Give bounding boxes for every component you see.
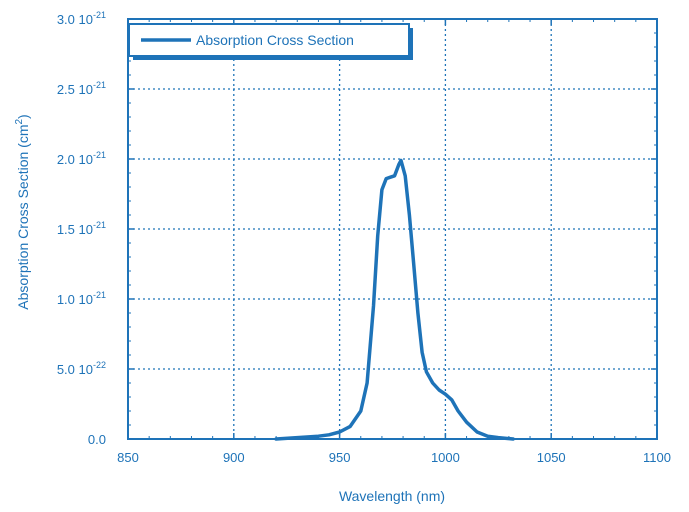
x-tick-label: 1100 (643, 450, 671, 465)
y-tick-mantissa: 1.5 10 (57, 222, 93, 237)
y-tick-label: 2.5 10-21 (57, 80, 106, 97)
x-axis-ticks: 850 900 950 1000 1050 1100 (117, 19, 671, 465)
x-axis-label: Wavelength (nm) (339, 488, 445, 504)
y-tick-label: 0.0 (88, 432, 106, 447)
x-tick-label: 1000 (431, 450, 460, 465)
y-tick-label: 5.0 10-22 (57, 360, 106, 377)
minor-ticks (128, 19, 657, 439)
y-tick-exponent: -21 (93, 290, 106, 300)
x-tick-label: 850 (117, 450, 139, 465)
x-tick-label: 900 (223, 450, 245, 465)
legend-label: Absorption Cross Section (196, 32, 354, 48)
y-tick-mantissa: 5.0 10 (57, 362, 93, 377)
y-tick-exponent: -21 (93, 150, 106, 160)
y-axis-label-tail: ) (15, 114, 31, 119)
y-tick-label: 2.0 10-21 (57, 150, 106, 167)
y-tick-exponent: -21 (93, 80, 106, 90)
y-tick-mantissa: 2.0 10 (57, 152, 93, 167)
series-line (274, 158, 515, 441)
series-layer (274, 158, 515, 441)
y-tick-exponent: -21 (93, 10, 106, 20)
y-axis-label-text: Absorption Cross Section (cm (15, 125, 31, 310)
y-axis-label-sup: 2 (14, 119, 25, 125)
y-tick-mantissa: 1.0 10 (57, 292, 93, 307)
grid-lines (128, 19, 657, 439)
y-axis-ticks: 0.05.0 10-221.0 10-211.5 10-212.0 10-212… (57, 10, 657, 447)
plot-frame (127, 18, 658, 440)
legend: Absorption Cross Section (128, 23, 413, 60)
y-tick-exponent: -21 (93, 220, 106, 230)
x-tick-label: 950 (329, 450, 351, 465)
y-tick-exponent: -22 (93, 360, 106, 370)
y-tick-mantissa: 0.0 (88, 432, 106, 447)
y-tick-label: 1.0 10-21 (57, 290, 106, 307)
y-tick-label: 1.5 10-21 (57, 220, 106, 237)
y-tick-mantissa: 2.5 10 (57, 82, 93, 97)
y-axis-label: Absorption Cross Section (cm2) (14, 114, 31, 309)
y-tick-mantissa: 3.0 10 (57, 12, 93, 27)
x-tick-label: 1050 (537, 450, 566, 465)
y-tick-label: 3.0 10-21 (57, 10, 106, 27)
